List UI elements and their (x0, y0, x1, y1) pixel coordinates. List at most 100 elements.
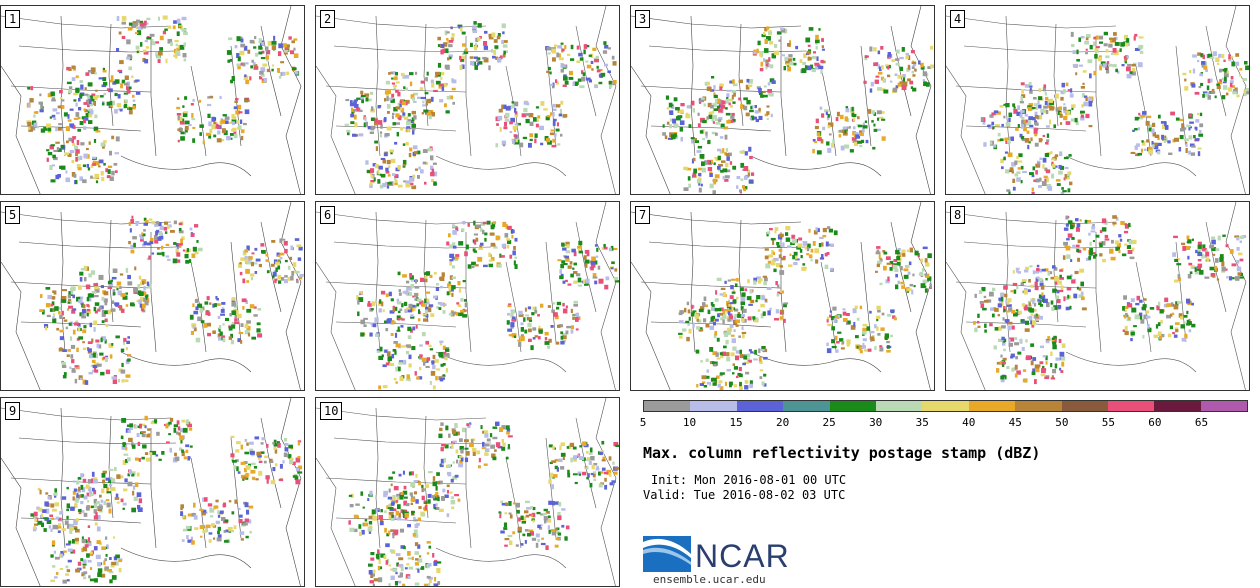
reflectivity-cell (159, 35, 164, 41)
reflectivity-cell (128, 86, 132, 90)
reflectivity-cell (128, 241, 131, 245)
reflectivity-cell (1085, 37, 1089, 41)
reflectivity-cell (88, 371, 93, 375)
reflectivity-cell (517, 339, 523, 342)
reflectivity-cell (1047, 271, 1050, 276)
reflectivity-cell (49, 165, 53, 170)
reflectivity-cell (562, 263, 568, 266)
reflectivity-cell (244, 74, 247, 78)
reflectivity-cell (1029, 172, 1034, 176)
reflectivity-cell (388, 165, 391, 169)
reflectivity-cell (497, 264, 502, 268)
reflectivity-cell (513, 141, 518, 145)
reflectivity-cell (369, 182, 373, 186)
reflectivity-cell (814, 125, 819, 130)
reflectivity-cell (54, 488, 57, 493)
reflectivity-cell (53, 117, 57, 120)
reflectivity-cell (745, 371, 750, 375)
reflectivity-cell (360, 95, 366, 98)
reflectivity-cell (51, 508, 57, 512)
reflectivity-cell (551, 309, 555, 313)
reflectivity-cell (929, 283, 932, 289)
reflectivity-cell (1043, 109, 1047, 113)
reflectivity-cell (1039, 177, 1042, 182)
reflectivity-cell (1045, 361, 1048, 365)
reflectivity-cell (450, 37, 455, 41)
reflectivity-cell (886, 262, 891, 265)
reflectivity-cell (93, 100, 96, 106)
reflectivity-cell (393, 341, 398, 344)
reflectivity-cell (1173, 304, 1179, 310)
reflectivity-cell (757, 40, 761, 46)
reflectivity-cell (66, 486, 69, 490)
reflectivity-cell (449, 95, 454, 100)
reflectivity-cell (722, 310, 726, 316)
reflectivity-cell (460, 310, 465, 315)
reflectivity-cell (711, 131, 716, 135)
reflectivity-cell (291, 270, 295, 276)
reflectivity-cell (1102, 258, 1106, 263)
reflectivity-cell (105, 369, 111, 375)
reflectivity-cell (815, 259, 819, 264)
reflectivity-cell (713, 363, 717, 367)
reflectivity-cell (827, 226, 831, 230)
reflectivity-cell (986, 299, 992, 303)
state-boundary (631, 15, 802, 29)
reflectivity-cell (103, 140, 107, 144)
reflectivity-cell (108, 508, 112, 514)
reflectivity-cell (1004, 319, 1009, 323)
reflectivity-cell (133, 496, 138, 501)
reflectivity-cell (1005, 169, 1010, 174)
reflectivity-cell (246, 325, 251, 331)
reflectivity-cell (570, 325, 574, 330)
reflectivity-cell (407, 524, 411, 528)
reflectivity-cell (188, 124, 192, 126)
reflectivity-cell (476, 59, 480, 62)
reflectivity-cell (483, 41, 488, 46)
reflectivity-cell (248, 505, 254, 509)
reflectivity-cell (767, 82, 771, 86)
reflectivity-cell (382, 182, 387, 188)
reflectivity-cell (697, 167, 703, 171)
reflectivity-cell (379, 131, 383, 134)
reflectivity-cell (1187, 239, 1192, 244)
reflectivity-cell (511, 101, 514, 104)
reflectivity-cell (465, 48, 468, 53)
reflectivity-cell (188, 248, 191, 253)
reflectivity-cell (847, 320, 851, 324)
reflectivity-cell (867, 348, 872, 352)
reflectivity-cell (582, 72, 586, 77)
reflectivity-cell (686, 105, 691, 109)
reflectivity-cell (95, 180, 99, 184)
reflectivity-cell (799, 59, 803, 63)
reflectivity-cell (165, 243, 170, 246)
reflectivity-cell (436, 306, 439, 309)
reflectivity-cell (392, 112, 395, 115)
reflectivity-cell (68, 305, 73, 309)
reflectivity-cell (608, 80, 612, 85)
reflectivity-cell (441, 86, 445, 91)
reflectivity-cell (129, 469, 133, 475)
reflectivity-cell (389, 362, 394, 366)
reflectivity-cell (132, 485, 136, 490)
reflectivity-cell (682, 328, 687, 332)
reflectivity-cell (725, 153, 730, 157)
reflectivity-cell (402, 165, 406, 168)
reflectivity-cell (679, 120, 685, 125)
reflectivity-cell (984, 329, 987, 333)
reflectivity-cell (437, 62, 442, 68)
reflectivity-cell (759, 360, 763, 364)
member-panel-7: 7 (630, 201, 935, 391)
reflectivity-cell (1183, 315, 1188, 318)
reflectivity-cell (412, 130, 415, 135)
reflectivity-cell (1008, 342, 1013, 347)
reflectivity-cell (713, 333, 717, 339)
reflectivity-cell (502, 31, 505, 35)
reflectivity-cell (70, 344, 76, 349)
reflectivity-cell (668, 102, 673, 108)
reflectivity-cell (1047, 336, 1051, 339)
reflectivity-cell (180, 504, 184, 509)
reflectivity-cell (93, 283, 99, 287)
reflectivity-cell (146, 434, 151, 438)
reflectivity-cell (220, 335, 226, 338)
